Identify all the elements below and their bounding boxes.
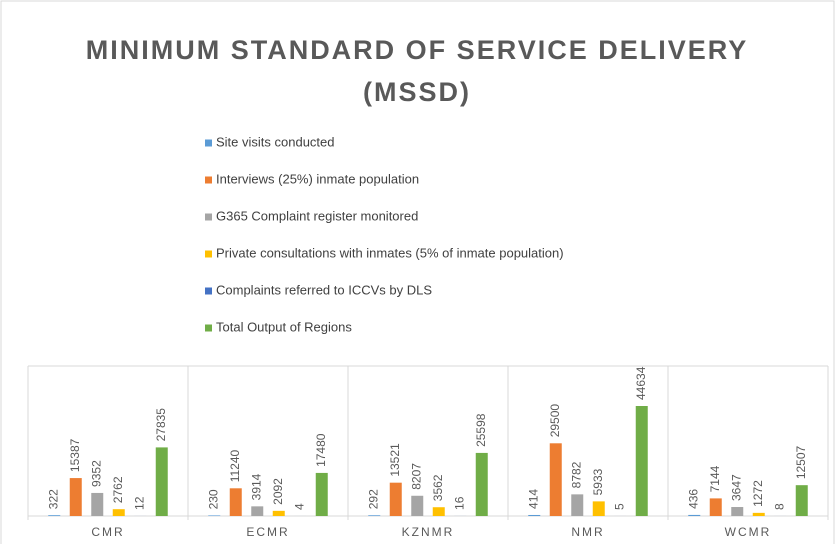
bar [48,515,61,516]
bar [709,498,722,516]
bar [272,510,285,516]
x-tick-label: WCMR [725,525,772,539]
data-label: 230 [206,489,220,509]
data-label: 1272 [751,480,765,507]
bar [688,514,701,516]
bar [315,472,328,516]
data-label: 25598 [474,413,488,447]
bar [208,515,221,516]
data-label: 11240 [228,449,242,482]
data-label: 27835 [154,408,168,442]
legend-label: Total Output of Regions [216,319,352,334]
data-label: 8 [772,503,786,510]
bar [155,447,168,516]
legend-swatch [205,213,212,221]
plot-frame [27,365,829,520]
legend-swatch [205,287,212,295]
data-label: 12507 [794,445,808,479]
data-label: 322 [46,489,60,509]
data-label: 8782 [569,461,583,488]
chart-title: MINIMUM STANDARD OF SERVICE DELIVERY (MSS… [86,35,749,107]
bar [475,452,488,516]
bar [549,443,562,516]
data-label: 3914 [249,473,263,500]
legend-swatch [205,176,212,184]
bar [411,495,424,516]
bar [112,509,125,516]
data-label: 414 [526,489,540,509]
data-label: 5933 [591,468,605,495]
data-label: 29500 [548,404,562,438]
legend-label: Complaints referred to ICCVs by DLS [216,282,432,297]
legend-label: G365 Complaint register monitored [216,208,418,223]
legend-label: Private consultations with inmates (5% o… [216,245,564,260]
x-tick-label: KZNMR [402,525,455,539]
legend-label: Site visits conducted [216,134,335,149]
data-label: 9352 [89,460,103,487]
legend-swatch [205,324,212,332]
legend-swatch [205,139,212,147]
data-label: 7144 [708,465,722,492]
bar [251,506,264,516]
bar [592,501,605,516]
data-label: 13521 [388,443,402,477]
data-label: 2762 [111,476,125,503]
bar [91,492,104,516]
data-label: 8207 [409,463,423,490]
x-tick-label: NMR [571,525,604,539]
data-label: 3562 [431,474,445,501]
bar [368,515,381,516]
data-label: 292 [366,489,380,509]
data-label: 5 [612,503,626,510]
data-label: 4 [292,503,306,510]
x-tick-label: ECMR [246,525,289,539]
data-label: 436 [686,489,700,509]
legend-swatch [205,250,212,258]
bar [389,482,402,516]
bar [432,507,445,516]
bar [69,478,82,516]
bar [752,512,765,516]
data-label: 17480 [314,433,328,467]
data-label: 2092 [271,478,285,505]
bar [635,406,648,516]
bar [528,514,541,516]
bar [731,507,744,516]
x-tick-label: CMR [91,525,124,539]
bar [229,488,242,516]
data-label: 3647 [729,474,743,501]
data-label: 12 [132,496,146,510]
legend-label: Interviews (25%) inmate population [216,171,419,186]
bar [571,494,584,516]
data-label: 16 [452,496,466,510]
data-label: 15387 [68,438,82,472]
bar [795,485,808,516]
data-label: 44634 [634,366,648,400]
